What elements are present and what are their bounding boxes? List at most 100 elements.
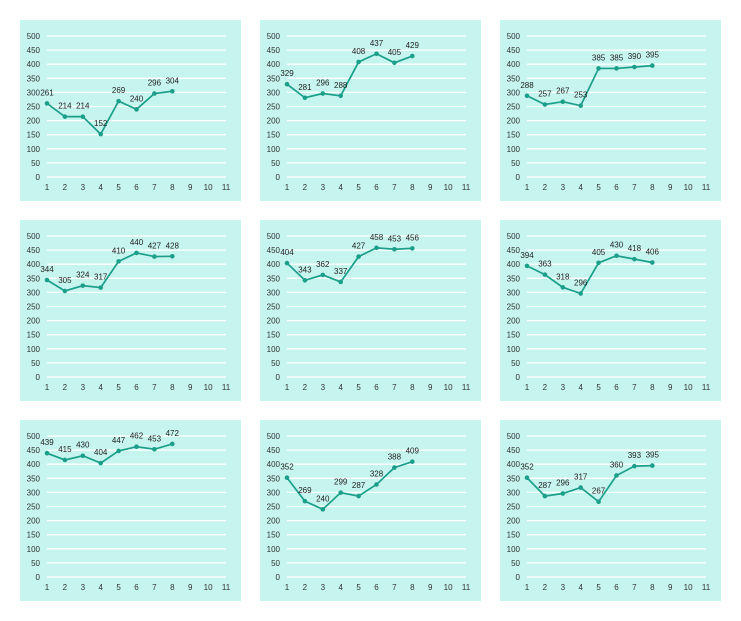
data-point (596, 66, 601, 71)
data-point (596, 260, 601, 266)
x-tick-label: 4 (578, 383, 583, 392)
data-point (524, 93, 530, 99)
x-tick-label: 9 (188, 583, 193, 592)
data-label: 296 (148, 79, 162, 88)
x-tick-label: 5 (596, 583, 601, 592)
line-chart-9: 0 50 100 150 200 250 300 350 400 450 500 1 2 3 4 5 6 7 8 9 1… (500, 420, 721, 601)
data-point (356, 254, 361, 259)
y-tick-label: 50 (271, 359, 280, 368)
x-tick-label: 9 (668, 183, 673, 192)
data-point (614, 473, 619, 478)
data-label: 430 (76, 441, 90, 450)
data-label: 404 (280, 248, 294, 257)
y-tick-label: 100 (27, 545, 41, 554)
y-tick-label: 100 (507, 145, 521, 154)
y-tick-label: 50 (511, 359, 520, 368)
data-point (524, 475, 530, 481)
panel-background (500, 20, 721, 201)
data-point (152, 254, 157, 259)
y-tick-label: 250 (507, 103, 521, 112)
data-label: 304 (166, 76, 180, 85)
x-tick-label: 11 (222, 183, 231, 192)
x-tick-label: 6 (374, 583, 379, 592)
y-tick-label: 100 (267, 145, 281, 154)
y-tick-label: 450 (507, 46, 521, 55)
series-line (526, 64, 653, 107)
data-point (374, 51, 379, 57)
data-point (98, 131, 103, 137)
x-tick-label: 8 (170, 583, 175, 592)
data-point (284, 475, 290, 481)
data-point (614, 66, 619, 71)
x-tick-label: 1 (45, 383, 50, 392)
x-tick-label: 5 (116, 383, 121, 392)
x-tick-label: 7 (392, 383, 397, 392)
data-label: 430 (610, 241, 624, 250)
y-tick-label: 400 (507, 260, 521, 269)
data-label: 362 (316, 260, 330, 269)
data-label: 453 (388, 234, 402, 243)
x-tick-label: 10 (684, 383, 693, 392)
y-tick-label: 400 (27, 60, 41, 69)
data-point (170, 441, 175, 447)
x-tick-label: 2 (63, 583, 68, 592)
y-tick-label: 150 (267, 331, 281, 340)
data-point (524, 263, 530, 269)
x-tick-label: 9 (668, 583, 673, 592)
y-tick-label: 150 (27, 131, 41, 140)
y-tick-label: 0 (516, 173, 521, 182)
data-label: 299 (334, 478, 348, 487)
x-tick-label: 5 (596, 183, 601, 192)
x-tick-label: 8 (410, 183, 415, 192)
panel-background (20, 220, 241, 401)
series-line (286, 460, 413, 511)
x-tick-label: 6 (614, 183, 619, 192)
y-tick-label: 450 (267, 246, 281, 255)
x-tick-label: 5 (356, 383, 361, 392)
x-tick-label: 7 (632, 183, 637, 192)
data-point (650, 260, 655, 265)
panel-background (500, 420, 721, 601)
data-label: 360 (610, 460, 624, 469)
data-label: 428 (166, 241, 180, 250)
data-label: 394 (520, 251, 534, 260)
x-tick-label: 6 (614, 583, 619, 592)
data-label: 288 (520, 81, 534, 90)
data-label: 352 (280, 463, 294, 472)
line-chart-2: 0 50 100 150 200 250 300 350 400 450 500 1 2 3 4 5 6 7 8 9 1… (260, 20, 481, 201)
x-tick-label: 5 (356, 583, 361, 592)
y-tick-label: 50 (271, 159, 280, 168)
y-tick-label: 450 (507, 446, 521, 455)
data-point (650, 463, 655, 468)
y-tick-label: 400 (27, 460, 41, 469)
data-label: 363 (538, 260, 552, 269)
data-point (62, 457, 68, 463)
x-tick-label: 11 (462, 183, 471, 192)
data-point (374, 245, 379, 251)
data-label: 393 (628, 451, 642, 460)
data-point (578, 103, 583, 108)
data-label: 317 (574, 473, 588, 482)
data-point (542, 493, 548, 499)
data-label: 214 (76, 102, 90, 111)
series-line (46, 252, 173, 292)
y-tick-label: 100 (27, 345, 41, 354)
data-point (62, 288, 68, 294)
x-tick-label: 9 (428, 583, 433, 592)
data-point (320, 507, 326, 512)
data-label: 240 (316, 494, 330, 503)
data-point (410, 246, 415, 251)
y-tick-label: 500 (507, 32, 521, 41)
chart-panel-1: 0 50 100 150 200 250 300 350 400 450 500 1 2 3 4 5 6 7 8 9 1… (20, 20, 241, 201)
x-tick-label: 8 (650, 583, 655, 592)
data-point (650, 63, 655, 68)
x-tick-label: 4 (578, 583, 583, 592)
data-label: 390 (628, 52, 642, 61)
y-tick-label: 350 (27, 274, 41, 283)
data-point (80, 114, 86, 119)
data-point (356, 493, 361, 499)
x-tick-label: 6 (134, 183, 139, 192)
chart-panel-4: 0 50 100 150 200 250 300 350 400 450 500 1 2 3 4 5 6 7 8 9 1… (20, 220, 241, 401)
data-point (170, 88, 175, 94)
data-label: 456 (406, 233, 420, 242)
